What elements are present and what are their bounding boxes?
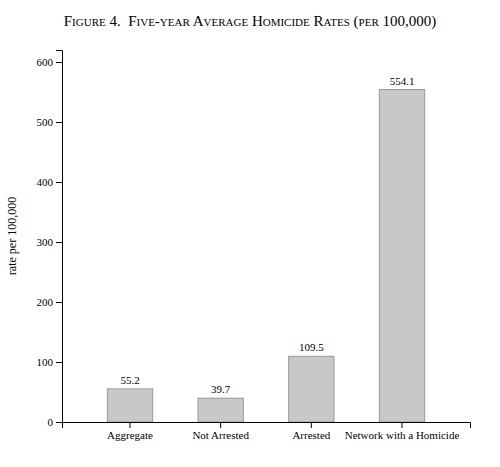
- bar: [289, 356, 334, 422]
- x-axis-line: [63, 423, 471, 429]
- x-tick: Aggregate: [107, 422, 153, 441]
- x-tick: Network with a Homicide: [345, 422, 460, 441]
- y-tick-mark: [56, 422, 62, 423]
- x-tick-mark: [311, 422, 312, 428]
- x-tick: Arrested: [292, 422, 330, 441]
- x-tick-mark: [402, 422, 403, 428]
- y-tick: 200: [37, 296, 63, 308]
- y-tick-label: 600: [37, 56, 54, 68]
- y-tick: 0: [48, 416, 63, 428]
- x-tick-mark: [220, 422, 221, 428]
- y-tick: 600: [37, 56, 63, 68]
- y-tick-label: 0: [48, 416, 54, 428]
- y-tick: 100: [37, 356, 63, 368]
- y-tick-label: 500: [37, 116, 54, 128]
- x-tick-label: Not Arrested: [192, 429, 249, 441]
- y-tick-label: 400: [37, 176, 54, 188]
- y-tick-mark: [56, 122, 62, 123]
- y-tick-label: 300: [37, 236, 54, 248]
- x-tick: Not Arrested: [192, 422, 249, 441]
- chart: Figure 4. Five-year Average Homicide Rat…: [0, 0, 500, 467]
- y-tick-mark: [56, 62, 62, 63]
- y-tick-label: 200: [37, 296, 54, 308]
- plot: 55.239.7109.5554.1AggregateNot ArrestedA…: [37, 51, 471, 441]
- bar: [379, 90, 424, 422]
- y-tick-mark: [56, 242, 62, 243]
- x-tick-mark: [130, 422, 131, 428]
- bars: [107, 90, 424, 422]
- data-label: 554.1: [390, 75, 415, 87]
- y-tick-mark: [56, 302, 62, 303]
- x-tick-label: Aggregate: [107, 429, 153, 441]
- y-tick-mark: [56, 182, 62, 183]
- data-label: 39.7: [211, 383, 231, 395]
- y-tick-label: 100: [37, 356, 54, 368]
- data-label: 109.5: [299, 341, 324, 353]
- title: Figure 4. Five-year Average Homicide Rat…: [64, 13, 437, 30]
- y-tick: 500: [37, 116, 63, 128]
- data-label: 55.2: [120, 374, 139, 386]
- y-tick-mark: [56, 362, 62, 363]
- x-tick-label: Network with a Homicide: [345, 429, 460, 441]
- x-tick-label: Arrested: [292, 429, 330, 441]
- y-axis: 0 100 200 300 400 500 600: [37, 51, 63, 429]
- bar: [198, 398, 243, 422]
- y-tick: 400: [37, 176, 63, 188]
- y-tick: 300: [37, 236, 63, 248]
- data-labels: 55.2 39.7 109.5 554.1: [120, 75, 414, 396]
- y-axis-line: [56, 51, 63, 423]
- y-axis-title: rate per 100,000: [5, 197, 19, 275]
- x-axis: Aggregate Not Arrested Arrested Network wit…: [63, 422, 471, 441]
- bar: [107, 389, 152, 422]
